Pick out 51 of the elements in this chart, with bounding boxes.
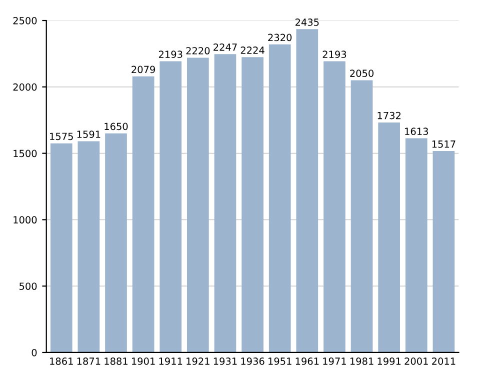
- y-tick-label: 1000: [14, 216, 37, 224]
- data-label: 2224: [240, 46, 264, 54]
- data-label: 2193: [158, 50, 182, 58]
- x-tick-label: 1871: [77, 358, 100, 365]
- x-tick-label: 1881: [104, 358, 128, 365]
- bar: [405, 138, 428, 352]
- x-tick-label: 1951: [268, 358, 292, 365]
- x-tick-label: 1936: [241, 358, 264, 365]
- data-label: 2435: [296, 18, 319, 26]
- bar: [432, 151, 455, 352]
- x-tick-label: 2011: [432, 358, 456, 365]
- bar: [50, 143, 72, 352]
- data-label: 2320: [268, 34, 292, 42]
- x-tick-label: 1991: [378, 358, 401, 365]
- x-tick-label: 1931: [214, 358, 237, 365]
- x-tick-label: 1861: [50, 358, 73, 365]
- data-label: 2079: [132, 66, 155, 74]
- bar: [187, 58, 209, 352]
- bar: [214, 54, 236, 352]
- data-label: 1591: [77, 130, 100, 138]
- bar: [268, 44, 291, 352]
- y-tick-label: 2500: [13, 16, 37, 24]
- data-label: 1517: [432, 140, 456, 148]
- data-label: 1575: [50, 132, 73, 140]
- x-tick-label: 1981: [350, 358, 374, 365]
- bar: [378, 122, 400, 352]
- bar: [350, 80, 373, 352]
- bar: [296, 29, 318, 352]
- x-tick-label: 2001: [404, 358, 428, 365]
- x-tick-label: 1971: [323, 358, 346, 365]
- data-label: 2050: [350, 70, 374, 77]
- bar: [242, 57, 264, 352]
- data-label: 1732: [378, 112, 400, 120]
- bar: [132, 76, 154, 352]
- y-tick-label: 500: [20, 282, 37, 290]
- x-tick-label: 1961: [296, 358, 319, 365]
- x-tick-label: 1921: [186, 358, 210, 365]
- bar: [324, 61, 346, 352]
- data-label: 2247: [214, 43, 237, 51]
- bar: [78, 141, 100, 352]
- y-tick-label: 0: [32, 348, 37, 356]
- data-label: 2193: [322, 50, 346, 58]
- y-tick-label: 2000: [13, 83, 37, 91]
- bar: [105, 133, 127, 352]
- data-label: 1613: [405, 128, 428, 136]
- x-tick-label: 1901: [132, 358, 155, 365]
- bar: [160, 61, 182, 352]
- y-tick-label: 1500: [14, 150, 37, 158]
- x-tick-label: 1911: [159, 358, 182, 365]
- data-label: 2220: [186, 47, 210, 54]
- data-label: 1650: [104, 122, 128, 130]
